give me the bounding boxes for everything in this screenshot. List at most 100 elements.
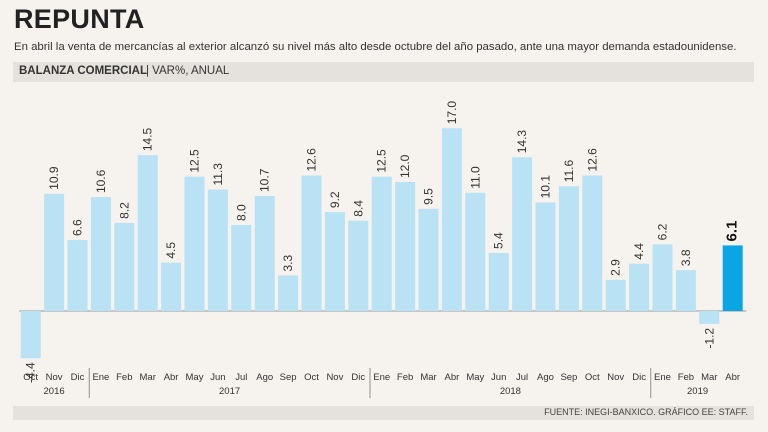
bar-27	[652, 244, 673, 311]
bar-29	[699, 311, 720, 324]
bar-19	[465, 192, 486, 311]
bar-23	[558, 186, 579, 311]
month-label-7: May	[186, 372, 204, 383]
month-label-9: Jul	[235, 372, 247, 383]
month-label-14: Dic	[351, 372, 365, 383]
chart-header-band: BALANZA COMERCIAL | VAR%, ANUAL	[13, 62, 754, 82]
month-label-30: Abr	[725, 372, 740, 383]
month-label-27: Ene	[654, 372, 671, 383]
bar-15	[371, 176, 392, 311]
value-label-9: 8.0	[234, 204, 248, 221]
month-label-15: Ene	[373, 372, 390, 383]
month-label-5: Mar	[140, 372, 156, 383]
bar-14	[348, 220, 369, 311]
year-label-2: 2018	[500, 386, 521, 397]
value-label-11: 3.3	[281, 255, 295, 272]
bar-7	[184, 176, 205, 311]
month-label-11: Sep	[280, 372, 297, 383]
value-label-23: 11.6	[562, 160, 576, 183]
value-label-22: 10.1	[539, 175, 553, 199]
value-label-30: 6.1	[724, 221, 741, 242]
month-label-0: Oct	[23, 372, 38, 383]
value-label-21: 14.3	[515, 130, 529, 154]
month-label-22: Ago	[537, 372, 554, 383]
bar-16	[395, 182, 416, 311]
value-label-1: 10.9	[47, 166, 61, 190]
value-label-26: 4.4	[632, 243, 646, 260]
bar-22	[535, 202, 556, 311]
month-label-8: Jun	[210, 372, 225, 383]
bar-18	[441, 128, 462, 311]
bar-9	[231, 225, 252, 311]
month-label-18: Abr	[445, 372, 460, 383]
year-label-3: 2019	[687, 386, 708, 397]
year-label-1: 2017	[219, 386, 240, 397]
value-label-10: 10.7	[258, 168, 272, 192]
bar-25	[605, 279, 626, 311]
value-label-7: 12.5	[188, 149, 202, 173]
value-label-6: 4.5	[164, 242, 178, 259]
value-label-3: 10.6	[94, 169, 108, 193]
bar-20	[488, 252, 509, 311]
value-label-27: 6.2	[656, 223, 670, 240]
month-label-19: May	[466, 372, 484, 383]
bar-3	[90, 197, 111, 311]
month-label-17: Mar	[420, 372, 436, 383]
bar-28	[675, 270, 696, 311]
month-label-29: Mar	[701, 372, 717, 383]
value-label-8: 11.3	[211, 163, 225, 186]
bar-1	[44, 193, 65, 311]
value-label-19: 11.0	[468, 166, 482, 189]
month-label-12: Oct	[304, 372, 319, 383]
value-label-17: 9.5	[422, 188, 436, 205]
value-label-14: 8.4	[351, 200, 365, 217]
value-label-29: -1.2	[702, 328, 716, 349]
bar-13	[324, 212, 345, 311]
bar-11	[278, 275, 299, 311]
month-label-6: Abr	[164, 372, 179, 383]
value-label-4: 8.2	[117, 202, 131, 219]
value-label-13: 9.2	[328, 191, 342, 208]
month-label-3: Ene	[92, 372, 109, 383]
bar-12	[301, 175, 322, 311]
bar-6	[161, 262, 182, 311]
value-label-0: -4.4	[24, 362, 38, 383]
chart-title: REPUNTA	[14, 4, 145, 34]
bar-0	[20, 311, 41, 359]
month-label-24: Oct	[585, 372, 600, 383]
bar-4	[114, 222, 135, 311]
bar-21	[512, 157, 533, 311]
bar-10	[254, 195, 275, 311]
value-label-18: 17.0	[445, 101, 459, 125]
value-label-5: 14.5	[141, 127, 155, 151]
source-note: FUENTE: INEGI-BANXICO. GRÁFICO EE: STAFF…	[544, 407, 748, 417]
month-label-10: Ago	[256, 372, 273, 383]
month-label-25: Nov	[607, 372, 624, 383]
value-label-12: 12.6	[305, 148, 319, 172]
bar-2	[67, 240, 88, 311]
value-label-15: 12.5	[375, 149, 389, 173]
bar-30	[722, 245, 743, 311]
month-label-1: Nov	[46, 372, 63, 383]
bar-26	[629, 263, 650, 311]
month-label-21: Jul	[516, 372, 528, 383]
value-label-16: 12.0	[398, 154, 412, 178]
chart-series-unit: | VAR%, ANUAL	[146, 65, 230, 77]
value-label-24: 12.6	[585, 148, 599, 172]
value-label-2: 6.6	[71, 219, 85, 236]
value-label-28: 3.8	[679, 249, 693, 266]
year-label-0: 2016	[44, 386, 65, 397]
month-label-26: Dic	[632, 372, 646, 383]
bar-5	[137, 155, 158, 311]
month-label-28: Feb	[678, 372, 694, 383]
chart-subtitle: En abril la venta de mercancías al exter…	[14, 41, 737, 53]
month-label-16: Feb	[397, 372, 413, 383]
month-label-23: Sep	[560, 372, 577, 383]
bar-17	[418, 208, 439, 311]
month-label-4: Feb	[116, 372, 132, 383]
bar-24	[582, 175, 603, 311]
chart-series-name: BALANZA COMERCIAL	[19, 65, 147, 77]
value-label-25: 2.9	[609, 259, 623, 276]
month-label-2: Dic	[71, 372, 85, 383]
